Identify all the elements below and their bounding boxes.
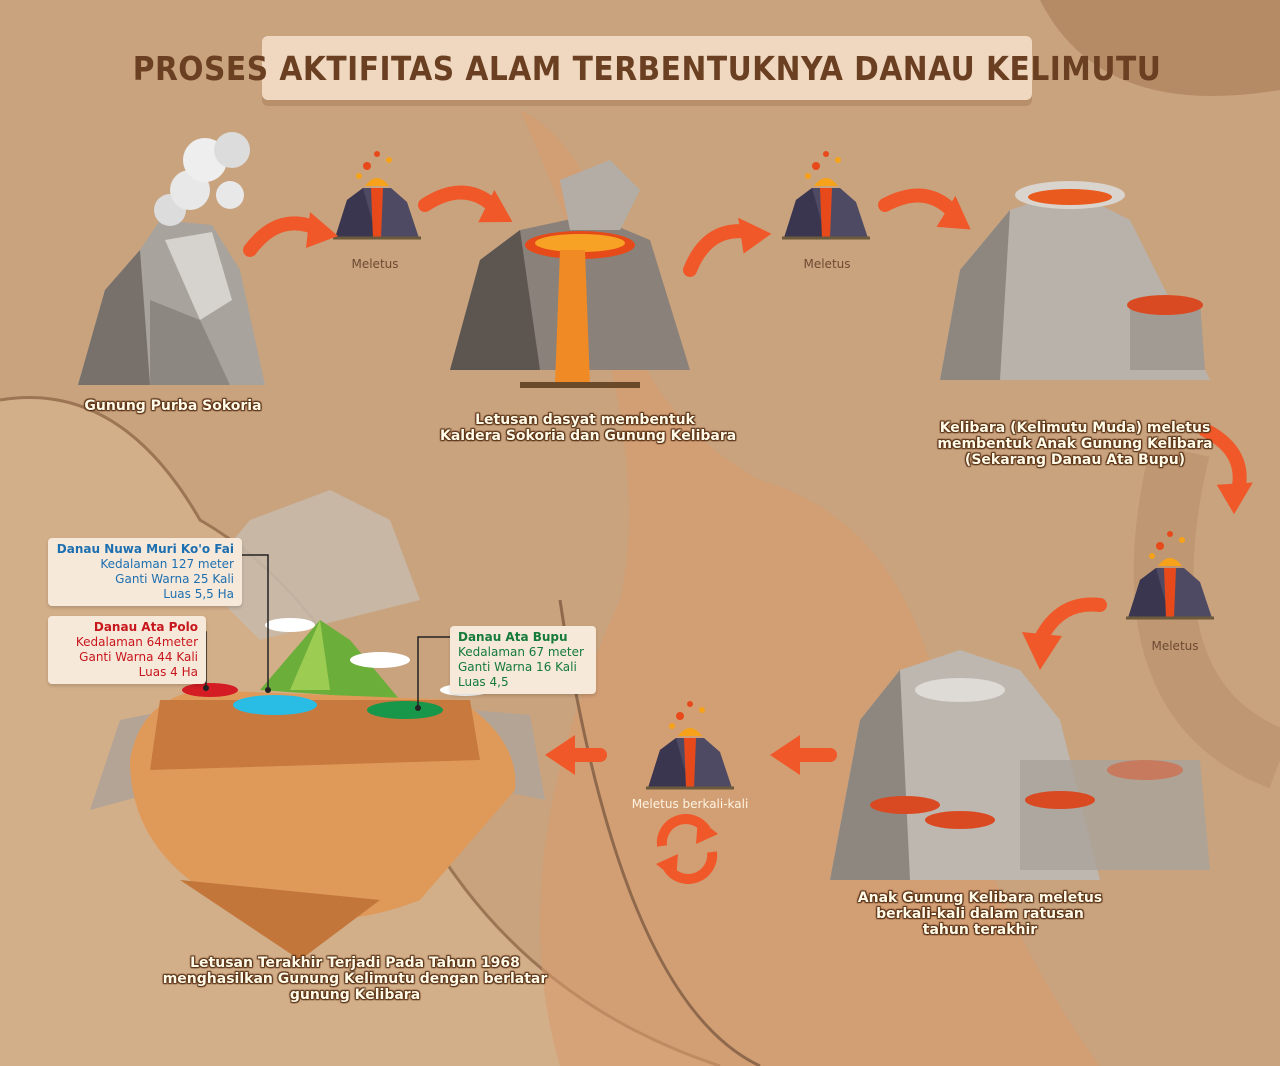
lake-depth: Kedalaman 67 meter	[458, 645, 584, 659]
lake-depth: Kedalaman 64meter	[75, 635, 198, 649]
info-danau-nuwa: Danau Nuwa Muri Ko'o Fai Kedalaman 127 m…	[48, 538, 242, 606]
label-letusan-terakhir: Letusan Terakhir Terjadi Pada Tahun 1968…	[160, 955, 550, 1003]
lake-depth: Kedalaman 127 meter	[100, 557, 234, 571]
page-title: PROSES AKTIFITAS ALAM TERBENTUKNYA DANAU…	[132, 48, 1162, 88]
arrow-icon	[1033, 597, 1107, 647]
label-akhir-line1: Letusan Terakhir Terjadi Pada Tahun 1968	[190, 955, 520, 971]
lake-area: Luas 5,5 Ha	[163, 587, 234, 601]
label-anak-gunung: Anak Gunung Kelibara meletus berkali-kal…	[850, 890, 1110, 938]
lake-name: Danau Nuwa Muri Ko'o Fai	[56, 542, 234, 556]
info-danau-ata-polo: Danau Ata Polo Kedalaman 64meter Ganti W…	[48, 616, 206, 684]
label-meletus-1: Meletus	[351, 257, 399, 271]
lake-name: Danau Ata Bupu	[458, 630, 568, 644]
label-akhir-line2: menghasilkan Gunung Kelimutu dengan berl…	[162, 971, 548, 987]
label-meletus-3: Meletus	[1151, 639, 1199, 653]
lake-color-changes: Ganti Warna 44 Kali	[79, 650, 198, 664]
label-gunung-purba: Gunung Purba Sokoria	[84, 398, 262, 414]
label-anak-line1: Anak Gunung Kelibara meletus	[857, 890, 1103, 906]
lake-area: Luas 4 Ha	[138, 665, 198, 679]
label-anak-line2: berkali-kali dalam ratusan	[876, 906, 1084, 922]
label-kelibara-line2: membentuk Anak Gunung Kelibara	[937, 436, 1213, 452]
label-akhir-line3: gunung Kelibara	[289, 987, 421, 1003]
lake-name: Danau Ata Polo	[93, 620, 198, 634]
info-danau-ata-bupu: Danau Ata Bupu Kedalaman 67 meter Ganti …	[450, 626, 596, 694]
title-banner: PROSES AKTIFITAS ALAM TERBENTUKNYA DANAU…	[133, 36, 1161, 100]
label-kaldera-line2: Kaldera Sokoria dan Gunung Kelibara	[440, 428, 737, 444]
label-kaldera: Letusan dasyat membentuk Kaldera Sokoria…	[440, 412, 737, 444]
repeat-icon	[656, 813, 718, 885]
lake-color-changes: Ganti Warna 16 Kali	[458, 660, 577, 674]
label-kaldera-line1: Letusan dasyat membentuk	[475, 412, 695, 428]
label-kelibara-line1: Kelibara (Kelimutu Muda) meletus	[939, 420, 1211, 436]
label-anak-line3: tahun terakhir	[922, 922, 1038, 938]
label-meletus-2: Meletus	[803, 257, 851, 271]
label-kelibara: Kelibara (Kelimutu Muda) meletus membent…	[930, 420, 1220, 468]
label-meletus-berkali: Meletus berkali-kali	[631, 797, 749, 811]
lake-color-changes: Ganti Warna 25 Kali	[115, 572, 234, 586]
lake-area: Luas 4,5	[458, 675, 509, 689]
label-kelibara-line3: (Sekarang Danau Ata Bupu)	[964, 452, 1186, 468]
